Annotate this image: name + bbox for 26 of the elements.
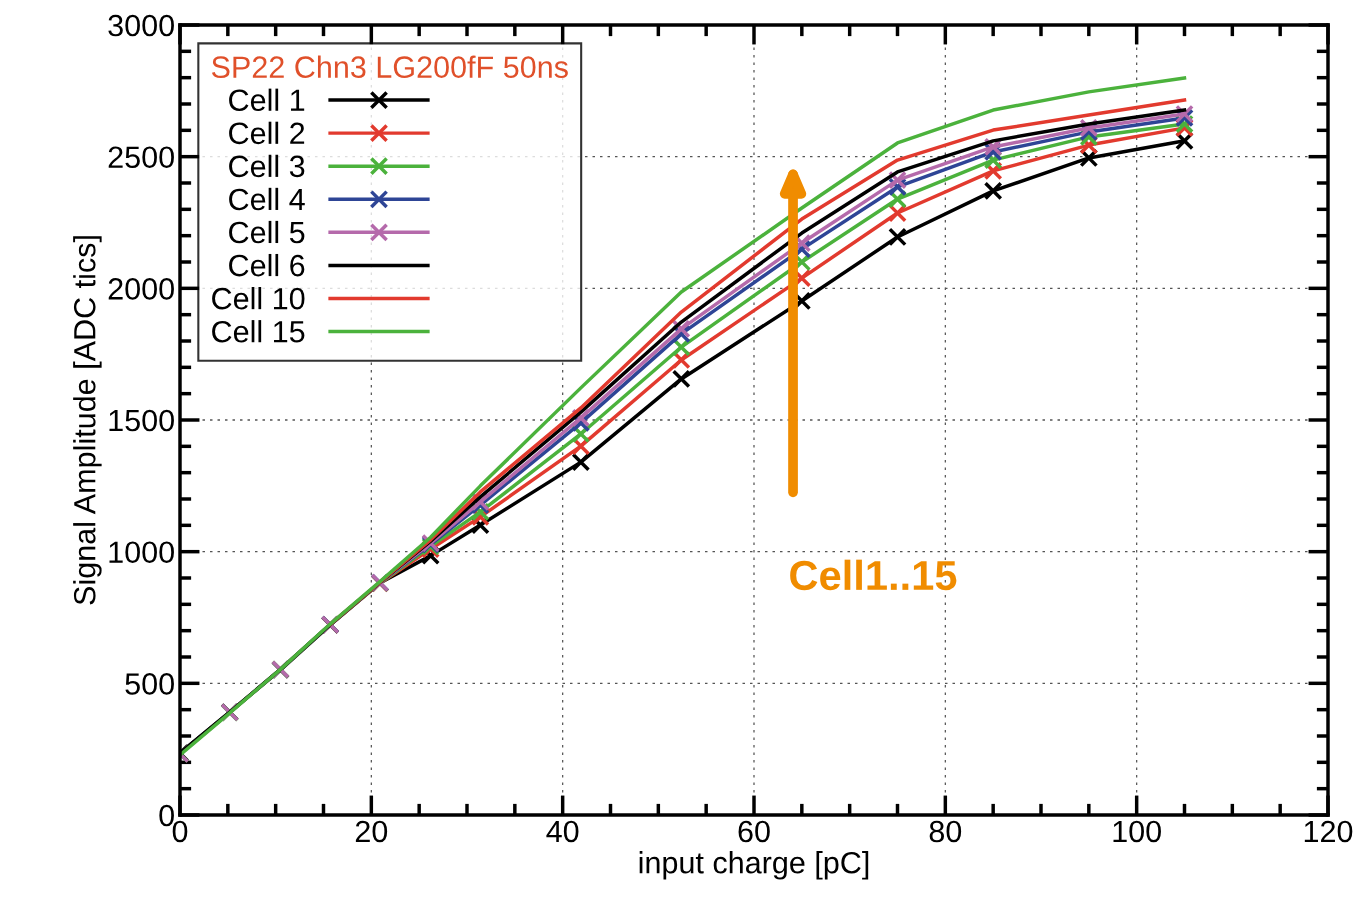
legend-label: Cell 10 xyxy=(212,287,305,310)
x-tick-label: 80 xyxy=(929,820,962,843)
y-tick-label: 1500 xyxy=(109,409,174,432)
x-tick-label: 20 xyxy=(355,820,388,843)
x-tick-label: 60 xyxy=(738,820,770,843)
legend-label: Cell 6 xyxy=(229,253,305,277)
annotation: Cell1..15 xyxy=(790,559,957,591)
legend-label: Cell 5 xyxy=(229,220,305,244)
y-tick-label: 1000 xyxy=(109,541,174,564)
y-tick-label: 2500 xyxy=(108,146,174,169)
legend-label: Cell 4 xyxy=(229,187,305,211)
legend-title: SP22 Chn3 LG200fF 50ns xyxy=(211,55,568,78)
x-axis-title: input charge [pC] xyxy=(639,851,869,880)
y-tick-label: 2000 xyxy=(108,278,174,300)
y-tick-label: 500 xyxy=(125,673,174,695)
x-tick-label: 120 xyxy=(1304,820,1353,843)
legend-label: Cell 15 xyxy=(212,320,305,343)
y-tick-label: 0 xyxy=(159,804,174,827)
legend-label: Cell 1 xyxy=(229,88,305,112)
y-axis-title: Signal Amplitude [ADC tics] xyxy=(73,236,102,605)
y-tick-label: 3000 xyxy=(108,14,174,37)
x-tick-label: 100 xyxy=(1113,820,1161,843)
x-tick-label: 40 xyxy=(546,820,579,843)
legend-label: Cell 2 xyxy=(229,121,305,145)
x-tick-label: 0 xyxy=(172,820,188,843)
legend-label: Cell 3 xyxy=(229,154,305,178)
